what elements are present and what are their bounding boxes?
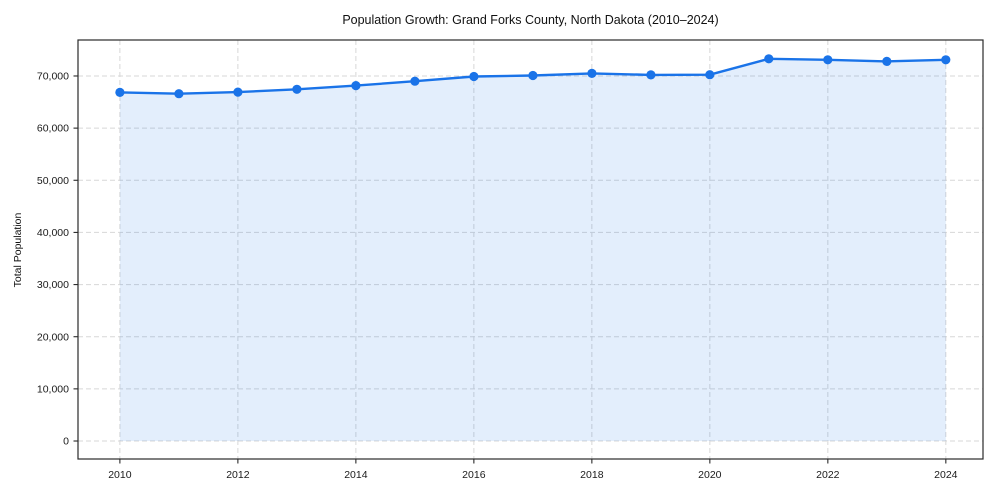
y-tick-label: 50,000 (37, 175, 69, 187)
data-point (174, 89, 184, 99)
data-point (941, 55, 951, 65)
data-point (233, 87, 243, 97)
x-tick-label: 2012 (226, 469, 250, 481)
y-tick-label: 60,000 (37, 123, 69, 135)
x-tick-label: 2020 (698, 469, 722, 481)
x-tick-label: 2018 (580, 469, 604, 481)
data-point (882, 56, 892, 66)
data-point (587, 68, 597, 78)
area-fill (119, 58, 946, 442)
y-tick-label: 70,000 (37, 71, 69, 83)
y-tick-label: 30,000 (37, 279, 69, 291)
data-point (410, 76, 420, 86)
chart-title: Population Growth: Grand Forks County, N… (342, 13, 719, 27)
y-tick-label: 40,000 (37, 227, 69, 239)
y-tick-label: 10,000 (37, 383, 69, 395)
data-point (646, 70, 656, 80)
x-tick-label: 2010 (108, 469, 132, 481)
data-point (469, 71, 479, 82)
y-tick-label: 0 (63, 436, 69, 448)
data-point (823, 55, 833, 65)
y-tick-label: 20,000 (37, 331, 69, 343)
x-tick-label: 2022 (816, 469, 840, 481)
data-point (292, 84, 302, 94)
x-tick-label: 2016 (462, 469, 486, 481)
x-tick-label: 2014 (344, 469, 368, 481)
data-point (115, 87, 125, 97)
data-point (764, 54, 774, 64)
plot-border (77, 39, 984, 460)
data-point (528, 70, 538, 81)
data-point (705, 70, 715, 80)
data-point (351, 81, 361, 91)
x-tick-label: 2024 (934, 469, 958, 481)
